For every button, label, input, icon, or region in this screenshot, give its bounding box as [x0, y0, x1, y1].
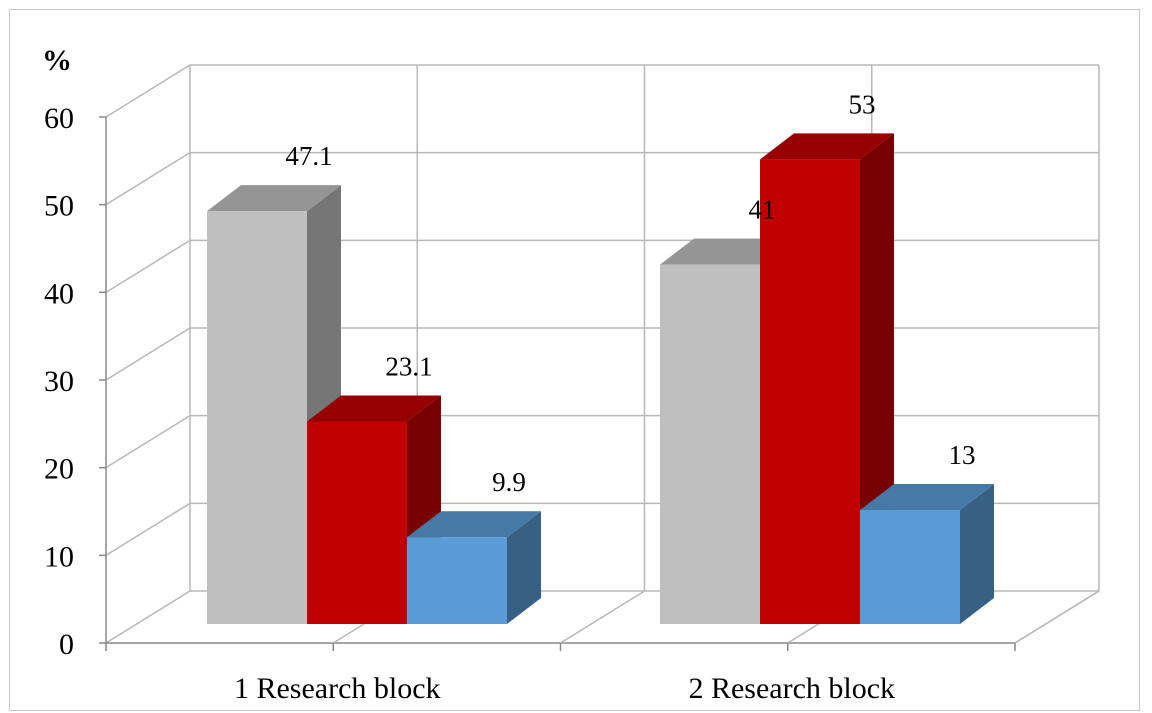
x-category-label: 1 Research block — [234, 672, 441, 705]
side-wall-gridline — [105, 415, 191, 469]
side-wall-gridline — [105, 590, 191, 644]
y-tick-label: 40 — [44, 277, 74, 310]
bar-front — [860, 510, 960, 624]
floor-diagonal — [560, 590, 645, 644]
y-tick-label: 50 — [44, 190, 74, 223]
data-label: 41 — [749, 195, 776, 225]
floor-diagonal — [1014, 590, 1100, 644]
bar-front — [760, 159, 860, 624]
bar-side — [507, 511, 541, 624]
data-label: 47.1 — [285, 141, 332, 171]
y-unit-label: % — [42, 44, 72, 77]
side-wall-gridline — [105, 64, 191, 118]
y-tick-label: 30 — [44, 365, 74, 398]
side-wall-gridline — [105, 239, 191, 293]
x-category-label: 2 Research block — [688, 672, 895, 705]
y-tick-label: 20 — [44, 453, 74, 486]
bar — [760, 133, 894, 624]
data-label: 53 — [849, 89, 876, 119]
data-label: 9.9 — [492, 467, 526, 497]
labels-layer: 0 10 20 30 40 50 60 1 Research block 2 Research … — [44, 89, 976, 705]
bar-top — [307, 395, 441, 422]
y-tick-label: 10 — [44, 540, 74, 573]
bar-front — [207, 211, 307, 624]
bar-front — [407, 537, 507, 624]
side-wall-gridline — [105, 327, 191, 381]
bar-side — [960, 484, 994, 624]
bar-front — [660, 264, 760, 624]
bar-front — [307, 421, 407, 624]
y-tick-label: 0 — [59, 628, 74, 661]
data-label: 23.1 — [385, 351, 432, 381]
bar — [207, 185, 341, 624]
bar-top — [407, 511, 541, 538]
side-wall-gridline — [105, 152, 191, 206]
bar-top — [860, 484, 994, 511]
bar-top — [760, 133, 894, 160]
bar — [860, 484, 994, 624]
bar — [407, 511, 541, 624]
bar-top — [207, 185, 341, 212]
y-tick-label: 60 — [44, 102, 74, 135]
data-label: 13 — [949, 440, 976, 470]
side-wall-gridline — [105, 502, 191, 556]
bars-layer — [207, 133, 994, 625]
